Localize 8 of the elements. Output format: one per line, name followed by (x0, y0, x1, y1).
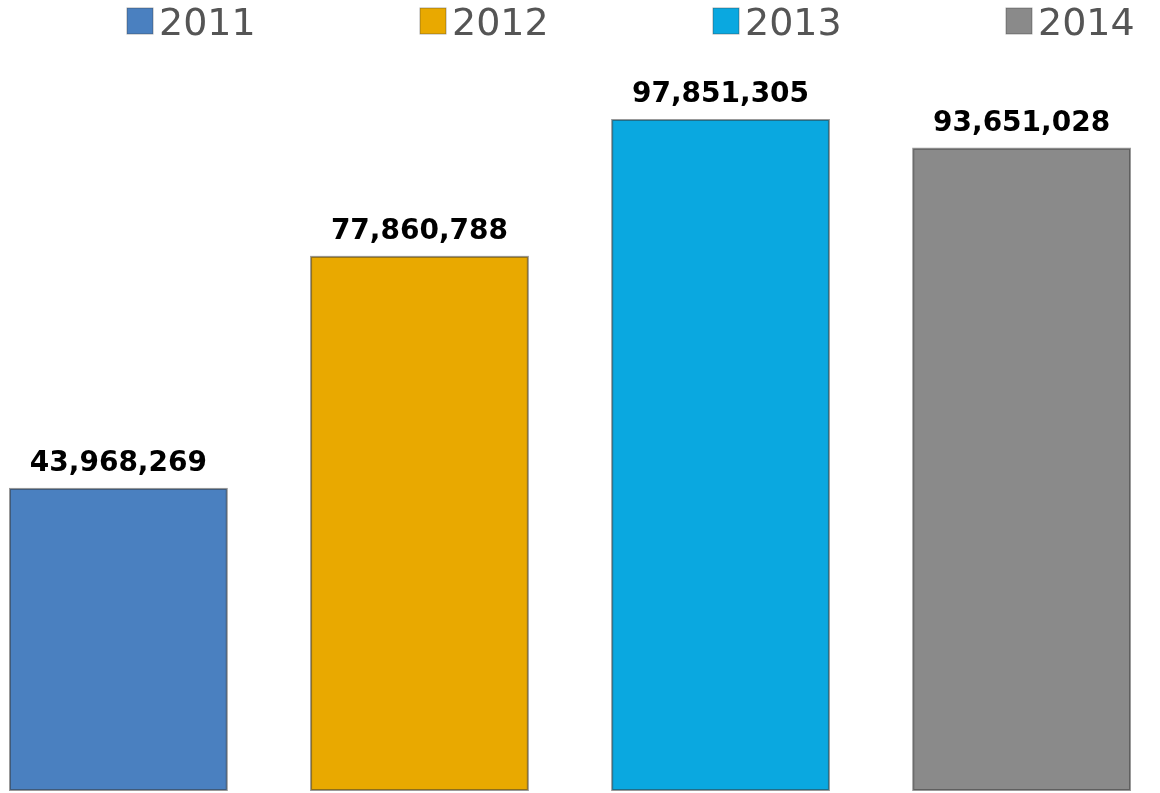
legend-label: 2012 (452, 0, 549, 44)
data-label: 43,968,269 (29, 444, 207, 478)
data-label: 93,651,028 (933, 104, 1111, 138)
data-label: 77,860,788 (330, 212, 509, 246)
legend-label: 2011 (159, 0, 256, 44)
legend-label: 2013 (745, 0, 842, 44)
data-label: 97,851,305 (631, 76, 810, 109)
legend-label: 2014 (1038, 0, 1135, 44)
